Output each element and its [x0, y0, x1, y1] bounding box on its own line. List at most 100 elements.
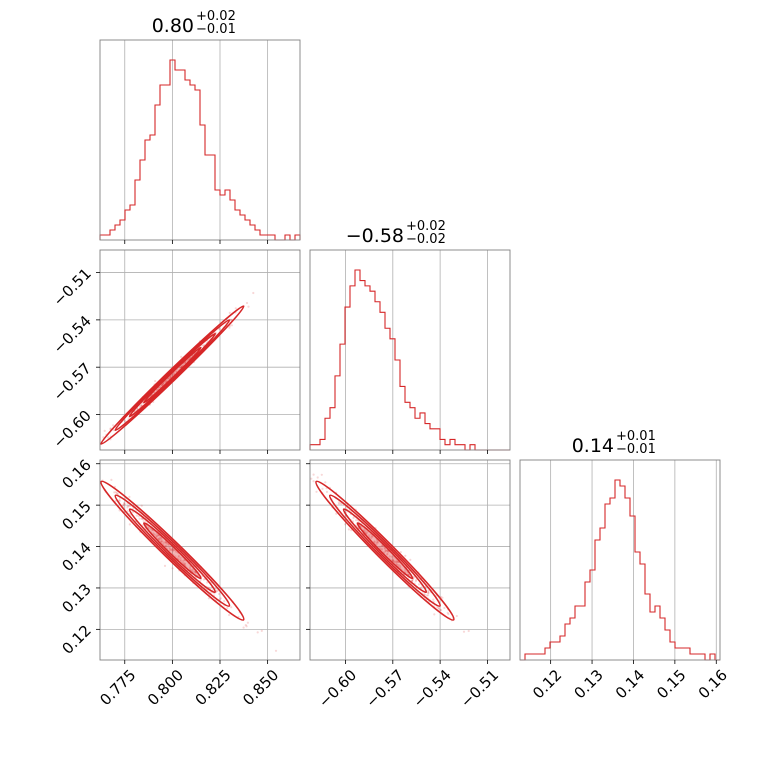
sample-point [316, 476, 319, 479]
sample-point [96, 478, 98, 480]
panel-frame [99, 249, 301, 451]
sample-point [168, 376, 171, 379]
x-tick-label: 0.14 [612, 666, 648, 702]
sample-point [118, 499, 121, 503]
sample-point [399, 566, 402, 569]
sample-point [219, 597, 222, 600]
contour-level [100, 480, 245, 621]
sample-point [437, 606, 440, 610]
sample-point [391, 558, 394, 561]
sample-point [126, 510, 129, 513]
sample-point [157, 537, 160, 540]
contour-level [114, 319, 231, 432]
sample-point [376, 541, 379, 544]
sample-point [386, 549, 389, 552]
panel-frame [99, 39, 301, 241]
sample-point [417, 583, 421, 586]
sample-point [427, 590, 430, 593]
x-tick-label: 0.13 [570, 666, 606, 702]
sample-point [340, 503, 343, 506]
sample-point [123, 503, 126, 506]
sample-point [462, 630, 466, 633]
sample-point [274, 649, 278, 652]
sample-point [123, 501, 126, 505]
x-tick-label: 0.12 [529, 666, 565, 702]
sample-point [107, 436, 110, 439]
sample-point [415, 578, 418, 581]
sample-point [206, 581, 209, 584]
sample-point [218, 328, 221, 331]
param-title-lower-2: −0.02 [406, 232, 446, 247]
density-panel [100, 250, 300, 445]
sample-point [90, 474, 92, 476]
sample-point [446, 611, 449, 614]
sample-point [411, 578, 414, 581]
sample-point [226, 606, 229, 610]
sample-point [162, 382, 165, 386]
sample-point [393, 561, 396, 564]
sample-point [152, 532, 155, 535]
param-title-value-3: 0.14 [572, 435, 614, 457]
sample-point [167, 377, 170, 380]
sample-point [160, 540, 163, 543]
x-tick-label: −0.60 [315, 666, 360, 711]
sample-point [441, 596, 444, 599]
sample-point [159, 537, 162, 540]
sample-point [169, 375, 172, 378]
x-tick-label: 0.775 [96, 666, 139, 709]
sample-point [246, 621, 249, 624]
sample-point [384, 549, 387, 553]
sample-point [256, 631, 259, 634]
sample-point [427, 592, 430, 595]
sample-point [162, 541, 166, 544]
y-tick-label: 0.14 [58, 539, 94, 575]
y-tick-label: 0.13 [58, 580, 94, 616]
sample-point [363, 529, 366, 532]
histogram-step-2 [309, 269, 510, 451]
param-title-upper-2: +0.02 [406, 219, 446, 234]
contour-level [143, 346, 202, 404]
y-tick-label: 0.12 [58, 621, 94, 657]
sample-point [443, 606, 446, 610]
sample-point [380, 545, 384, 548]
sample-point [158, 385, 162, 389]
sample-point [365, 532, 368, 535]
histogram-step-3 [520, 479, 720, 661]
sample-point [182, 561, 185, 565]
sample-point [320, 473, 323, 476]
sample-point [404, 554, 407, 557]
contour-level [114, 494, 231, 607]
sample-point [188, 566, 191, 570]
sample-point [140, 403, 143, 406]
density-panel [90, 474, 278, 652]
sample-point [367, 534, 370, 537]
sample-point [114, 499, 117, 503]
sample-point [228, 326, 231, 329]
sample-point [126, 506, 129, 509]
sample-point [335, 512, 338, 515]
sample-point [410, 579, 414, 582]
sample-point [355, 519, 358, 522]
sample-point [172, 549, 175, 552]
sample-point [128, 495, 131, 498]
param-title-value-2: −0.58 [346, 225, 404, 247]
sample-point [184, 361, 187, 364]
sample-point [344, 523, 347, 526]
sample-point [228, 311, 231, 314]
sample-point [135, 514, 138, 517]
sample-point [110, 478, 113, 481]
sample-point [175, 370, 178, 373]
sample-point [384, 549, 387, 552]
sample-point [138, 517, 141, 520]
histogram-step-1 [99, 59, 301, 241]
sample-point [177, 555, 180, 558]
sample-point [387, 550, 390, 553]
sample-point [399, 551, 402, 554]
sample-point [173, 548, 176, 552]
sample-point [393, 561, 396, 564]
sample-point [179, 366, 182, 369]
sample-point [171, 567, 174, 570]
sample-point [190, 569, 193, 572]
sample-point [437, 607, 440, 610]
sample-point [360, 525, 363, 528]
